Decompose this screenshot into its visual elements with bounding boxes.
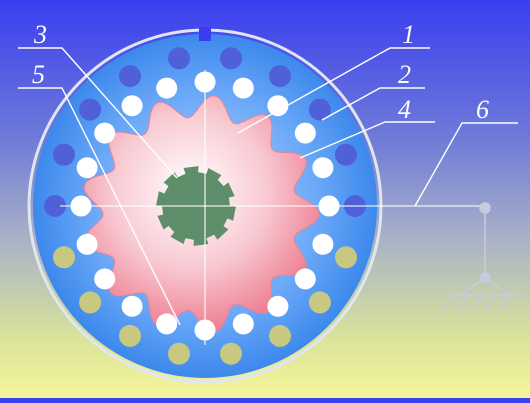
housing-hole	[220, 47, 242, 70]
roller	[76, 233, 98, 255]
roller	[267, 295, 289, 317]
roller	[312, 233, 334, 255]
housing-holes	[44, 47, 366, 365]
leader-1	[237, 47, 430, 134]
roller	[267, 95, 289, 117]
leader-4	[299, 121, 435, 159]
roller	[156, 313, 178, 335]
housing-hole	[119, 324, 141, 347]
roller	[121, 95, 143, 117]
ring-rollers	[70, 71, 340, 341]
label-4: 4	[398, 95, 411, 124]
label-3: 3	[34, 20, 47, 49]
roller	[156, 77, 178, 99]
leader-2	[321, 87, 425, 121]
label-5: 5	[32, 60, 45, 89]
housing-hole	[53, 246, 75, 269]
housing-hole	[168, 47, 190, 70]
roller	[294, 122, 316, 144]
housing-slot	[199, 27, 211, 41]
housing-hole	[335, 246, 357, 269]
label-1: 1	[402, 20, 415, 49]
roller	[76, 157, 98, 179]
housing-hole	[79, 291, 102, 314]
housing-hole	[168, 342, 190, 365]
roller	[232, 77, 254, 99]
roller	[312, 157, 334, 179]
housing-hole	[79, 98, 102, 121]
roller	[294, 268, 316, 290]
label-6: 6	[476, 95, 489, 124]
support-link	[443, 202, 522, 311]
housing-hole	[44, 195, 66, 217]
housing-hole	[269, 324, 291, 347]
roller	[94, 122, 116, 144]
housing-hole	[335, 143, 357, 166]
housing-hole	[53, 143, 75, 166]
housing-hole	[119, 65, 141, 88]
roller	[232, 313, 254, 335]
leader-5	[18, 87, 181, 326]
housing-hole	[308, 98, 331, 121]
housing-hole	[308, 291, 331, 314]
label-2: 2	[398, 60, 411, 89]
leader-3	[18, 47, 178, 179]
roller	[121, 295, 143, 317]
housing-hole	[220, 342, 242, 365]
leader-6	[414, 122, 518, 207]
leader-lines	[18, 47, 518, 326]
housing-hole	[269, 65, 291, 88]
roller	[94, 268, 116, 290]
